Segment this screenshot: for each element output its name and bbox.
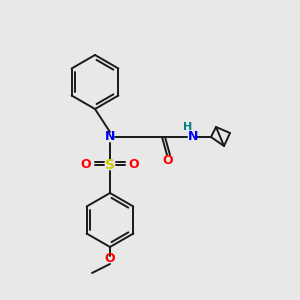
Text: H: H [183,122,193,132]
Text: O: O [105,253,115,266]
Text: N: N [188,130,198,143]
Text: O: O [163,154,173,167]
Text: S: S [105,158,115,172]
Text: O: O [129,158,139,172]
Text: O: O [81,158,91,172]
Text: N: N [105,130,115,143]
